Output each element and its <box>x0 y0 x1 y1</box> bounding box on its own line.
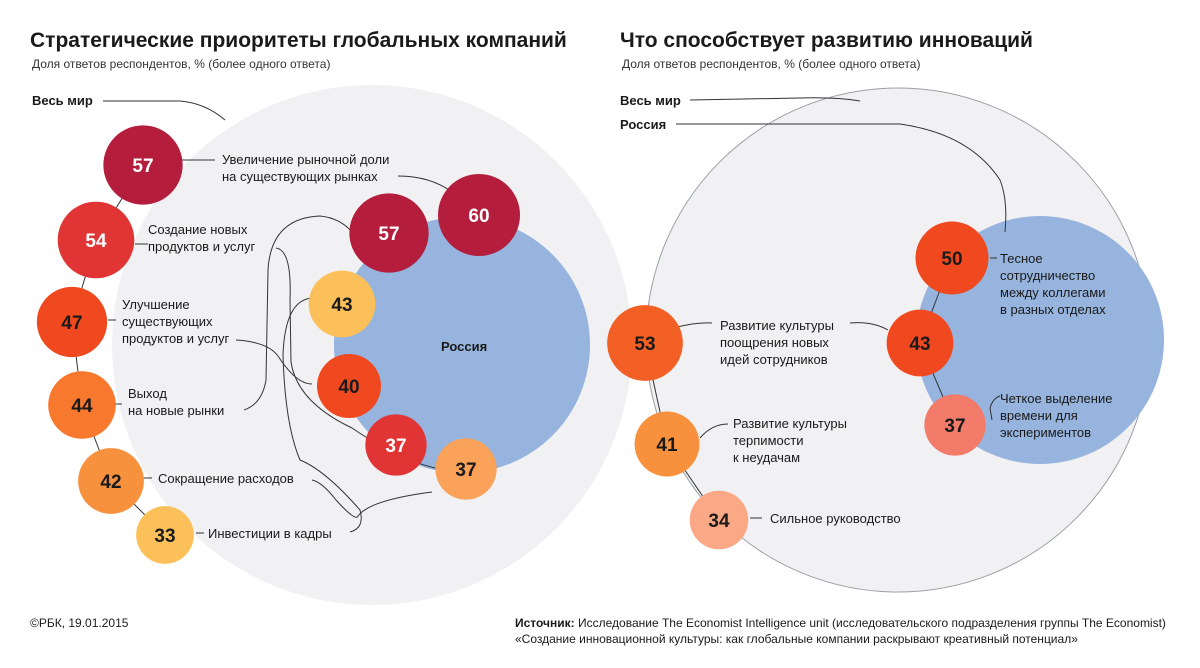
bubble-value-label: 50 <box>941 249 962 270</box>
bubble-russia <box>438 174 520 256</box>
category-label: Инвестиции в кадры <box>208 526 332 541</box>
chart-subtitle: Доля ответов респондентов, % (более одно… <box>622 57 920 71</box>
chart-title: Стратегические приоритеты глобальных ком… <box>30 29 567 52</box>
bubble-world <box>689 490 749 550</box>
bubble-value-label: 54 <box>85 231 107 252</box>
bubble-value-label: 60 <box>468 206 489 227</box>
category-label: Сильное руководство <box>770 511 901 526</box>
bubble-value-label: 44 <box>71 396 93 417</box>
category-label: Выход на новые рынки <box>128 386 224 418</box>
bubble-value-label: 57 <box>132 156 153 177</box>
bubble-russia <box>308 270 376 338</box>
group-label-russia: Россия <box>620 117 666 132</box>
bubble-world <box>634 411 700 477</box>
russia-group-circle <box>334 217 590 473</box>
bubble-world <box>103 125 183 205</box>
bubble-world <box>48 371 116 439</box>
bubble-value-label: 47 <box>61 313 82 334</box>
bubble-russia <box>435 438 497 500</box>
chart-left: 57 54 47 44 42 33 60 57 40 37 37 43 <box>36 85 632 605</box>
category-label: Развитие культуры поощрения новых идей с… <box>720 318 838 367</box>
bubble-value-label: 43 <box>909 334 930 355</box>
bubble-value-label: 33 <box>154 526 175 547</box>
category-label: Сокращение расходов <box>158 471 294 486</box>
leader-lines-right <box>673 97 1007 519</box>
bubble-world <box>57 201 135 279</box>
bubble-value-label: 37 <box>944 416 965 437</box>
category-label: Четкое выделение времени для эксперимент… <box>1000 391 1116 440</box>
source-line-2: «Создание инновационной культуры: как гл… <box>515 632 1078 646</box>
category-label: Создание новых продуктов и услуг <box>148 222 256 254</box>
bubble-value-label: 57 <box>378 224 399 245</box>
bubble-world <box>607 305 683 381</box>
category-label: Увеличение рыночной доли на существующих… <box>222 152 393 184</box>
text-layer-right: Что способствует развитию инноваций Доля… <box>620 29 1116 526</box>
group-label-world: Весь мир <box>32 93 93 108</box>
bubble-world <box>136 506 194 564</box>
chart-subtitle: Доля ответов респондентов, % (более одно… <box>32 57 330 71</box>
bubble-russia <box>317 354 381 418</box>
category-label: Улучшение существующих продуктов и услуг <box>122 297 230 346</box>
bubble-russia <box>349 193 429 273</box>
text-layer-left: Стратегические приоритеты глобальных ком… <box>30 29 567 541</box>
bubble-russia <box>886 309 954 377</box>
bubble-world <box>78 448 144 514</box>
category-label: Тесное сотрудничество между коллегами в … <box>1000 251 1109 317</box>
bubbles-left: 57 54 47 44 42 33 60 57 40 37 37 43 <box>36 125 520 564</box>
group-label-russia: Россия <box>441 339 487 354</box>
source-line-1: Источник: Исследование The Economist Int… <box>515 616 1166 630</box>
bubble-value-label: 43 <box>331 295 352 316</box>
bubbles-right: 53 41 34 50 43 37 <box>607 221 989 550</box>
group-label-world: Весь мир <box>620 93 681 108</box>
footer: ©РБК, 19.01.2015 Источник: Исследование … <box>30 616 1166 646</box>
bubble-value-label: 42 <box>100 472 121 493</box>
bubble-value-label: 40 <box>338 377 359 398</box>
bubble-value-label: 34 <box>708 511 730 532</box>
bubble-value-label: 37 <box>385 436 406 457</box>
bubble-russia <box>915 221 989 295</box>
chart-title: Что способствует развитию инноваций <box>620 29 1033 52</box>
bubble-russia <box>924 394 986 456</box>
bubble-value-label: 37 <box>455 460 476 481</box>
category-label: Развитие культуры терпимости к неудачам <box>733 416 851 465</box>
bubble-russia <box>365 414 427 476</box>
bubble-value-label: 41 <box>656 435 678 456</box>
chart-right: 53 41 34 50 43 37 <box>607 87 1164 593</box>
copyright: ©РБК, 19.01.2015 <box>30 616 129 630</box>
bubble-value-label: 53 <box>634 334 655 355</box>
bubble-world <box>36 286 108 358</box>
